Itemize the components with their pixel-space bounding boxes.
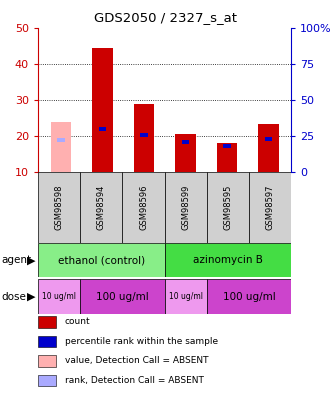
Bar bbox=[165, 172, 207, 243]
Bar bbox=[51, 122, 71, 172]
Bar bbox=[133, 104, 154, 172]
Text: 100 ug/ml: 100 ug/ml bbox=[223, 292, 275, 302]
Text: 10 ug/ml: 10 ug/ml bbox=[169, 292, 203, 301]
Bar bbox=[122, 172, 165, 243]
Text: GSM98598: GSM98598 bbox=[55, 185, 64, 230]
Bar bbox=[175, 134, 196, 172]
Text: agent: agent bbox=[2, 255, 32, 265]
Bar bbox=[38, 279, 80, 314]
Text: GSM98597: GSM98597 bbox=[266, 185, 275, 230]
Bar bbox=[223, 144, 231, 148]
Text: dose: dose bbox=[2, 292, 26, 302]
Text: value, Detection Call = ABSENT: value, Detection Call = ABSENT bbox=[65, 356, 208, 365]
Bar bbox=[165, 279, 207, 314]
Text: rank, Detection Call = ABSENT: rank, Detection Call = ABSENT bbox=[65, 376, 204, 385]
Text: 100 ug/ml: 100 ug/ml bbox=[96, 292, 149, 302]
Text: GSM98595: GSM98595 bbox=[223, 185, 232, 230]
Bar bbox=[207, 172, 249, 243]
Bar bbox=[265, 136, 272, 141]
Bar bbox=[38, 243, 165, 277]
Text: azinomycin B: azinomycin B bbox=[193, 255, 263, 265]
Bar bbox=[216, 143, 237, 172]
Bar bbox=[182, 140, 189, 145]
Bar bbox=[207, 279, 291, 314]
Bar bbox=[57, 138, 65, 142]
Text: count: count bbox=[65, 318, 90, 326]
Bar bbox=[165, 243, 291, 277]
Bar bbox=[249, 172, 291, 243]
Text: 10 ug/ml: 10 ug/ml bbox=[42, 292, 76, 301]
Text: percentile rank within the sample: percentile rank within the sample bbox=[65, 337, 218, 346]
Text: ethanol (control): ethanol (control) bbox=[58, 255, 145, 265]
Text: GSM98599: GSM98599 bbox=[181, 185, 190, 230]
Bar bbox=[99, 127, 106, 131]
Text: ▶: ▶ bbox=[27, 292, 36, 302]
Bar bbox=[80, 172, 122, 243]
Bar bbox=[258, 124, 279, 172]
Text: GSM98596: GSM98596 bbox=[139, 185, 148, 230]
Bar bbox=[38, 172, 80, 243]
Text: GDS2050 / 2327_s_at: GDS2050 / 2327_s_at bbox=[94, 11, 237, 24]
Bar bbox=[92, 48, 113, 172]
Text: ▶: ▶ bbox=[27, 255, 36, 265]
Bar bbox=[80, 279, 165, 314]
Bar bbox=[140, 133, 148, 137]
Text: GSM98594: GSM98594 bbox=[97, 185, 106, 230]
